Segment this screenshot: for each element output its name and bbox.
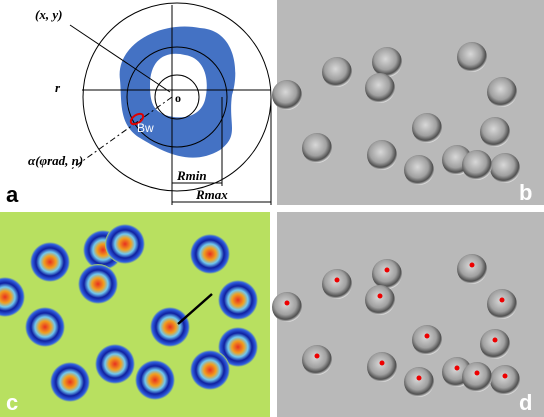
ring-response (95, 344, 135, 384)
cell (365, 285, 395, 315)
figure: (x, y) r o Bw α(φrad, n) Rmin Rmax a b c… (0, 0, 544, 417)
cell (272, 292, 302, 322)
cell (490, 365, 520, 395)
panel-b: b (272, 0, 544, 205)
cell-marker (417, 376, 422, 381)
panel-letter: a (6, 182, 19, 207)
cell-marker (380, 361, 385, 366)
panel-c: c (0, 212, 270, 417)
cell (487, 77, 517, 107)
cell-marker (385, 268, 390, 273)
cell (372, 259, 402, 289)
cell (302, 133, 332, 163)
panel-letter: c (6, 390, 18, 415)
rmax-label: Rmax (195, 187, 228, 202)
cell (457, 42, 487, 72)
cell (412, 325, 442, 355)
cell-marker (475, 371, 480, 376)
cell (272, 80, 302, 110)
cell (480, 117, 510, 147)
cell-marker (425, 334, 430, 339)
panel-a: (x, y) r o Bw α(φrad, n) Rmin Rmax a (6, 3, 271, 207)
point-label: (x, y) (35, 7, 62, 22)
cell (367, 352, 397, 382)
cell-marker (315, 354, 320, 359)
ring-response (190, 234, 230, 274)
band-label: Bw (137, 121, 154, 135)
cell-marker (335, 278, 340, 283)
cell (412, 113, 442, 143)
cell-marker (285, 301, 290, 306)
ring-response (105, 224, 145, 264)
cell (322, 57, 352, 87)
ring-response (25, 307, 65, 347)
cell (487, 289, 517, 319)
panel-d: d (272, 212, 544, 417)
cell (404, 367, 434, 397)
cell-marker (378, 294, 383, 299)
cell (302, 345, 332, 375)
cell-marker (493, 338, 498, 343)
ring-response (218, 280, 258, 320)
cell-marker (455, 366, 460, 371)
ring-response (50, 362, 90, 402)
angle-label: α(φrad, n) (28, 153, 83, 168)
cell (462, 362, 492, 392)
ring-response (78, 264, 118, 304)
cell (462, 150, 492, 180)
rmin-label: Rmin (176, 168, 207, 183)
panel-letter: d (519, 390, 532, 415)
center-label: o (175, 91, 181, 105)
ring-response (30, 242, 70, 282)
cell (367, 140, 397, 170)
cell (404, 155, 434, 185)
cell-marker (470, 263, 475, 268)
cell (490, 153, 520, 183)
ring-response (190, 350, 230, 390)
cell (457, 254, 487, 284)
cell (365, 73, 395, 103)
cell (480, 329, 510, 359)
radius-label: r (55, 80, 61, 95)
cell-marker (500, 298, 505, 303)
cell-marker (503, 374, 508, 379)
ring-response (135, 360, 175, 400)
cell (372, 47, 402, 77)
panel-letter: b (519, 180, 532, 205)
ring-response (150, 307, 190, 347)
cell (322, 269, 352, 299)
